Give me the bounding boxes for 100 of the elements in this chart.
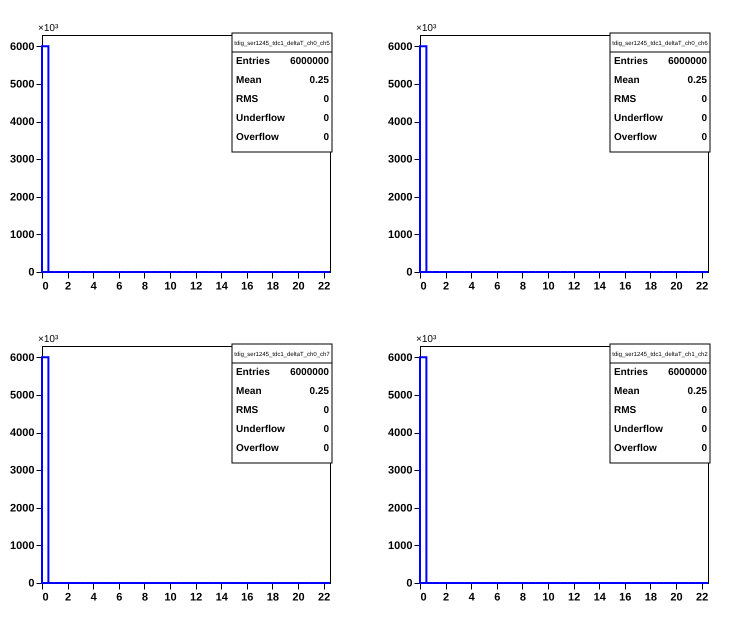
x-tick-label: 14 xyxy=(216,592,229,604)
annotation: 0 xyxy=(323,443,330,454)
x-tick-label: 10 xyxy=(164,592,177,604)
x-tick-label: 0 xyxy=(420,592,427,604)
text: ×10³ xyxy=(416,23,437,34)
annotation: Entries xyxy=(236,367,270,378)
x-tick-label: 4 xyxy=(90,592,98,604)
x-tick-label: 16 xyxy=(241,592,254,604)
y-tick-label: 6000 xyxy=(388,40,412,53)
text: ×10³ xyxy=(38,23,59,34)
y-tick-label: 6000 xyxy=(10,352,34,364)
y-tick-label: 2000 xyxy=(388,502,412,514)
y-tick-label: 0 xyxy=(28,266,34,278)
x-tick-label: 12 xyxy=(568,592,580,604)
x-tick-label: 2 xyxy=(443,280,450,292)
y-tick-label: 1000 xyxy=(388,228,412,241)
text: ×10³ xyxy=(38,334,59,345)
x-tick-label: 2 xyxy=(443,592,450,604)
x-tick-label: 8 xyxy=(142,280,148,292)
annotation: 0 xyxy=(701,94,708,105)
annotation: Mean xyxy=(614,75,640,86)
annotation: 0 xyxy=(323,132,330,143)
x-tick-label: 22 xyxy=(696,280,708,292)
annotation: Mean xyxy=(614,386,640,397)
annotation: 0 xyxy=(323,424,330,435)
x-tick-label: 14 xyxy=(594,592,607,604)
x-tick-label: 12 xyxy=(190,592,202,604)
x-tick-label: 16 xyxy=(241,280,254,292)
y-tick-label: 2000 xyxy=(10,191,34,204)
y-tick-label: 3000 xyxy=(10,464,34,477)
x-tick-label: 6 xyxy=(116,280,122,292)
annotation: 6000000 xyxy=(668,367,708,378)
x-tick-label: 6 xyxy=(494,280,500,292)
annotation: 0 xyxy=(701,424,708,435)
x-tick-label: 12 xyxy=(568,280,580,292)
annotation: Overflow xyxy=(614,443,658,454)
x-tick-label: 20 xyxy=(670,592,683,604)
y-tick-label: 5000 xyxy=(10,389,34,402)
y-tick-label: 1000 xyxy=(10,540,34,552)
annotation: RMS xyxy=(236,94,259,105)
annotation: 0 xyxy=(323,405,330,416)
y-tick-label: 0 xyxy=(406,578,412,590)
x-tick-label: 10 xyxy=(164,280,177,292)
x-tick-label: 8 xyxy=(142,592,148,604)
y-tick-label: 1000 xyxy=(10,228,34,241)
y-tick-label: 5000 xyxy=(10,78,34,90)
annotation: RMS xyxy=(614,405,637,416)
annotation: Overflow xyxy=(236,443,280,454)
x-tick-label: 0 xyxy=(42,592,49,604)
x-tick-label: 4 xyxy=(468,280,476,292)
annotation: Entries xyxy=(614,367,648,378)
annotation: 0.25 xyxy=(688,75,708,86)
annotation: 6000000 xyxy=(668,56,708,67)
annotation: Mean xyxy=(236,386,262,397)
y-tick-label: 2000 xyxy=(10,502,34,514)
y-tick-label: 2000 xyxy=(388,191,412,204)
x-tick-label: 22 xyxy=(696,592,708,604)
annotation: 0 xyxy=(323,94,330,105)
x-tick-label: 8 xyxy=(520,592,526,604)
x-tick-label: 20 xyxy=(292,280,305,292)
x-tick-label: 12 xyxy=(190,280,202,292)
x-tick-label: 14 xyxy=(594,280,607,292)
annotation: Overflow xyxy=(236,132,280,143)
annotation: Mean xyxy=(236,75,262,86)
y-tick-label: 1000 xyxy=(388,540,412,552)
y-tick-label: 5000 xyxy=(388,389,412,402)
annotation: Overflow xyxy=(614,132,658,143)
y-tick-label: 3000 xyxy=(388,154,412,166)
x-tick-label: 2 xyxy=(65,592,72,604)
y-tick-label: 6000 xyxy=(10,40,34,53)
x-tick-label: 8 xyxy=(520,280,526,292)
x-tick-label: 16 xyxy=(619,280,632,292)
annotation: 6000000 xyxy=(290,56,330,67)
annotation: RMS xyxy=(236,405,259,416)
y-tick-label: 3000 xyxy=(10,154,34,166)
annotation: 0 xyxy=(701,113,708,124)
annotation: 0.25 xyxy=(688,386,708,397)
annotation: 0.25 xyxy=(310,386,330,397)
x-tick-label: 0 xyxy=(42,280,49,292)
y-tick-label: 4000 xyxy=(388,116,412,128)
x-tick-label: 18 xyxy=(266,592,280,604)
x-tick-label: 0 xyxy=(420,280,427,292)
x-tick-label: 2 xyxy=(65,280,72,292)
x-tick-label: 6 xyxy=(116,592,122,604)
y-tick-label: 0 xyxy=(406,266,412,278)
y-tick-label: 3000 xyxy=(388,464,412,477)
annotation: Entries xyxy=(614,56,648,67)
y-tick-label: 0 xyxy=(28,578,34,590)
y-tick-label: 4000 xyxy=(10,427,34,440)
y-tick-label: 6000 xyxy=(388,352,412,364)
x-tick-label: 10 xyxy=(542,280,555,292)
annotation: Underflow xyxy=(614,113,664,124)
x-tick-label: 18 xyxy=(266,280,280,292)
x-tick-label: 18 xyxy=(644,592,658,604)
annotation: RMS xyxy=(614,94,637,105)
x-tick-label: 14 xyxy=(216,280,229,292)
x-tick-label: 22 xyxy=(318,592,330,604)
annotation: 0 xyxy=(701,132,708,143)
y-tick-label: 5000 xyxy=(388,78,412,90)
annotation: 6000000 xyxy=(290,367,330,378)
